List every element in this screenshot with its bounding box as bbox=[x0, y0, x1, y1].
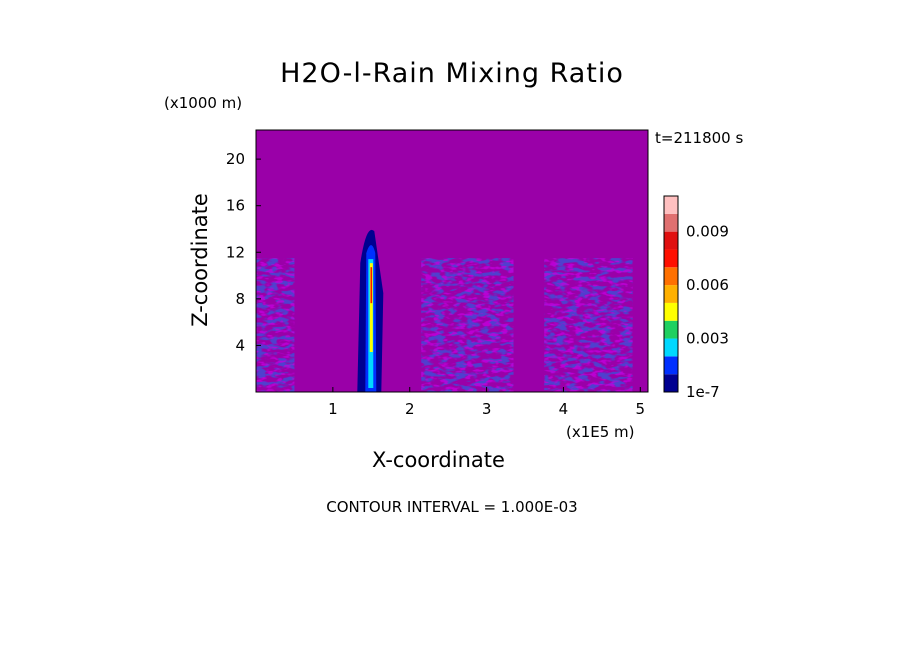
colorbar-label: 0.003 bbox=[686, 330, 729, 348]
y-axis-label: Z-coordinate bbox=[188, 193, 212, 327]
x-tick-label: 4 bbox=[559, 400, 569, 418]
x-tick-label: 1 bbox=[328, 400, 338, 418]
y-tick-label: 4 bbox=[235, 336, 245, 354]
rain-band-speckle bbox=[256, 258, 295, 392]
y-tick-label: 20 bbox=[226, 150, 245, 168]
y-tick-label: 12 bbox=[226, 243, 245, 261]
colorbar-swatch bbox=[664, 231, 678, 250]
x-tick-label: 2 bbox=[405, 400, 415, 418]
colorbar-swatch bbox=[664, 196, 678, 214]
rain-bands bbox=[256, 258, 633, 392]
chart-title: H2O-l-Rain Mixing Ratio bbox=[280, 58, 624, 89]
z-unit-label: (x1000 m) bbox=[164, 94, 243, 112]
colorbar-swatch bbox=[664, 249, 678, 268]
rain-band-speckle bbox=[421, 258, 514, 392]
colorbar-swatch bbox=[664, 320, 678, 339]
y-tick-label: 8 bbox=[235, 290, 245, 308]
colorbar-swatch bbox=[664, 302, 678, 321]
core-max bbox=[370, 267, 373, 304]
plot-frame bbox=[255, 129, 649, 393]
convective-core bbox=[357, 229, 384, 392]
x-axis-ticks: 1 2 3 4 5 bbox=[328, 387, 645, 418]
colorbar-swatch bbox=[664, 267, 678, 286]
x-axis-label: X-coordinate bbox=[372, 448, 505, 472]
colorbar: 1e-7 0.003 0.006 0.009 bbox=[663, 195, 729, 401]
x-tick-label: 3 bbox=[482, 400, 492, 418]
colorbar-label: 1e-7 bbox=[686, 383, 720, 401]
x-unit-label: (x1E5 m) bbox=[566, 423, 635, 441]
colorbar-frame bbox=[663, 195, 679, 393]
colorbar-swatch bbox=[664, 285, 678, 303]
y-tick-label: 16 bbox=[226, 197, 245, 215]
colorbar-swatch bbox=[664, 338, 678, 357]
contour-interval-label: CONTOUR INTERVAL = 1.000E-03 bbox=[326, 498, 578, 516]
colorbar-label: 0.009 bbox=[686, 223, 729, 241]
colorbar-swatch bbox=[664, 374, 678, 392]
colorbar-swatch bbox=[664, 213, 678, 232]
colorbar-label: 0.006 bbox=[686, 276, 729, 294]
time-label: t=211800 s bbox=[655, 129, 744, 147]
x-tick-label: 5 bbox=[636, 400, 646, 418]
y-axis-ticks: 4 8 12 16 20 bbox=[226, 150, 261, 354]
colorbar-swatch bbox=[664, 356, 678, 375]
rain-band-speckle bbox=[544, 258, 633, 392]
